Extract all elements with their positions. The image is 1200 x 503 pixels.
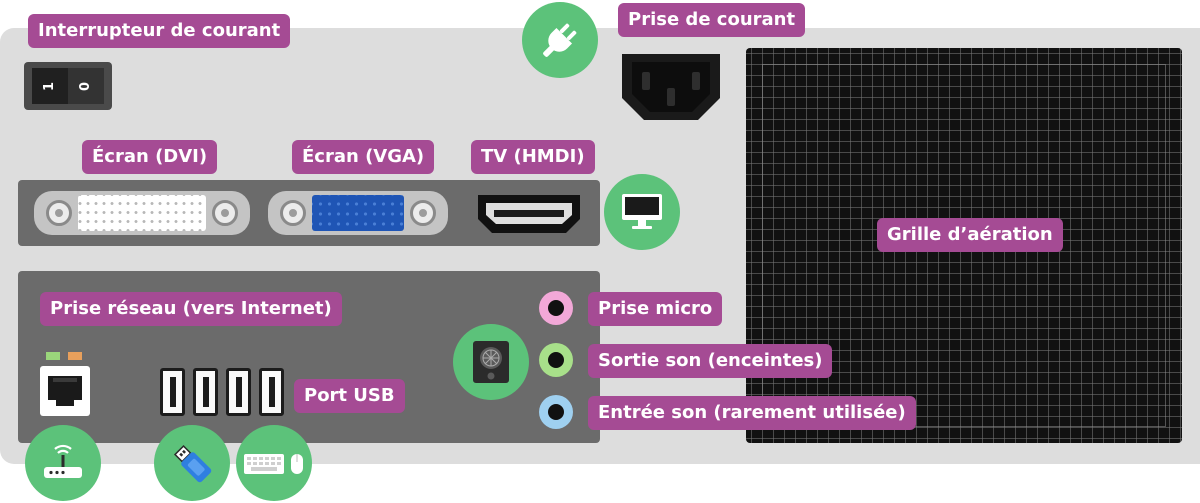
power-switch-rocker: 1 0 (32, 68, 104, 104)
router-icon (25, 425, 101, 501)
network-led-activity (68, 352, 82, 360)
vga-pins (312, 195, 404, 231)
label-power-socket: Prise de courant (618, 3, 806, 37)
label-network: Prise réseau (vers Internet) (40, 292, 342, 326)
network-led-link (46, 352, 60, 360)
monitor-icon (604, 174, 680, 250)
usb-port-1[interactable] (160, 368, 185, 416)
label-usb: Port USB (294, 379, 405, 413)
dvi-pins (78, 195, 206, 231)
vga-screw-left (280, 200, 306, 226)
vga-port[interactable] (268, 191, 448, 235)
dvi-screw-left (46, 200, 72, 226)
dvi-screw-right (212, 200, 238, 226)
audio-in-jack[interactable] (539, 395, 573, 429)
switch-off-mark: 0 (78, 81, 94, 91)
speaker-icon (453, 324, 529, 400)
switch-on-mark: 1 (42, 81, 58, 91)
vga-screw-right (410, 200, 436, 226)
label-ventilation: Grille d’aération (877, 218, 1063, 252)
label-audio-in: Entrée son (rarement utilisée) (588, 396, 916, 430)
plug-icon (522, 2, 598, 78)
label-mic: Prise micro (588, 292, 723, 326)
dvi-port[interactable] (34, 191, 250, 235)
usb-port-3[interactable] (226, 368, 251, 416)
label-audio-out: Sortie son (enceintes) (588, 344, 833, 378)
keyboard-mouse-icon (236, 425, 312, 501)
usb-stick-icon (154, 425, 230, 501)
hdmi-port[interactable] (476, 193, 582, 235)
label-screen-dvi: Écran (DVI) (82, 140, 218, 174)
mic-jack[interactable] (539, 291, 573, 325)
label-screen-vga: Écran (VGA) (292, 140, 435, 174)
label-tv-hdmi: TV (HMDI) (471, 140, 595, 174)
power-socket[interactable] (618, 50, 724, 124)
audio-out-jack[interactable] (539, 343, 573, 377)
label-power-switch: Interrupteur de courant (28, 14, 291, 48)
switch-on-side: 1 (32, 68, 68, 104)
grille-inner-frame (762, 64, 1166, 427)
usb-port-4[interactable] (259, 368, 284, 416)
power-switch[interactable]: 1 0 (24, 62, 112, 110)
switch-off-side: 0 (68, 68, 104, 104)
ethernet-port[interactable] (40, 366, 90, 416)
usb-port-2[interactable] (193, 368, 218, 416)
